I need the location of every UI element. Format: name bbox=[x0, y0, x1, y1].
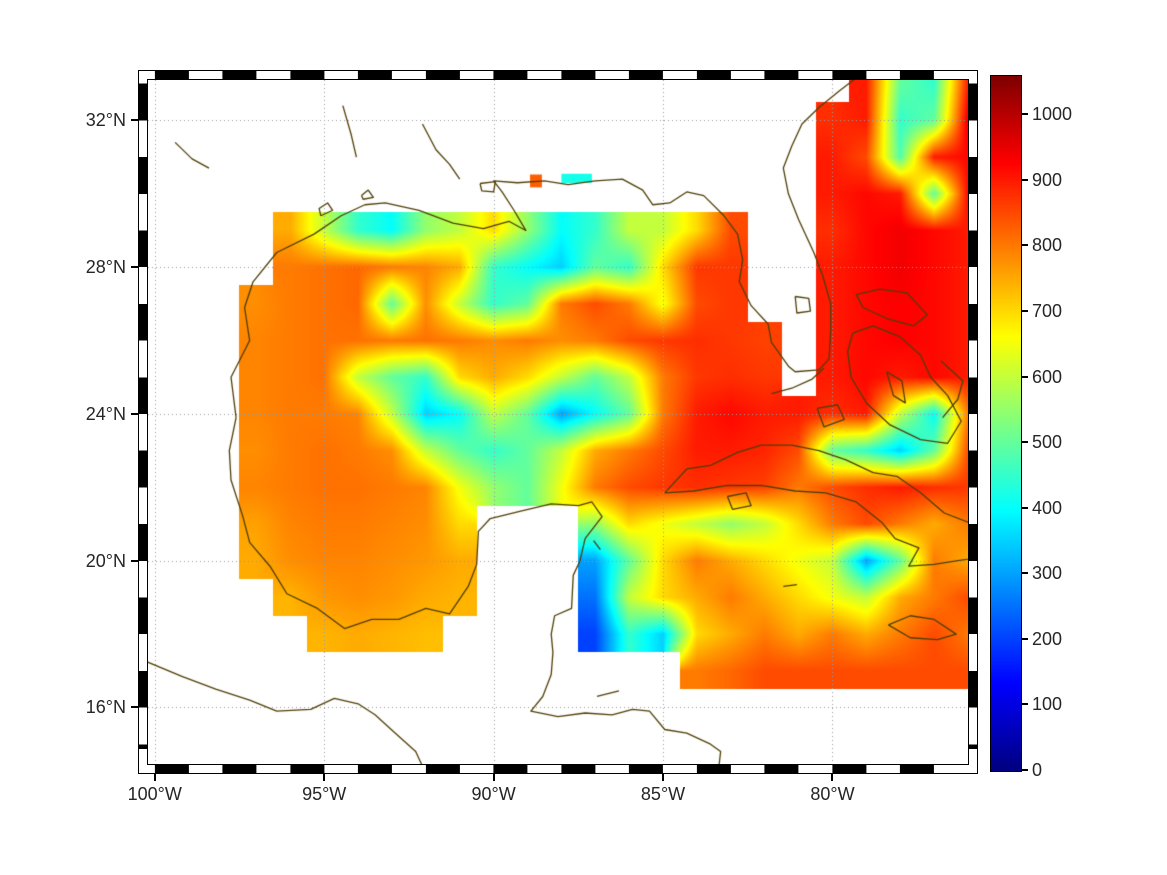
colorbar bbox=[990, 75, 1022, 772]
colorbar-tick-label: 200 bbox=[1032, 628, 1063, 649]
colorbar-tick-label: 500 bbox=[1032, 432, 1063, 453]
colorbar-tick-label: 800 bbox=[1032, 235, 1063, 256]
y-tick-label: 20°N bbox=[85, 550, 126, 571]
frame-band-top bbox=[139, 71, 977, 80]
colorbar-gradient bbox=[991, 76, 1021, 771]
colorbar-tick-label: 100 bbox=[1032, 694, 1063, 715]
y-tick-mark bbox=[131, 706, 138, 709]
frame-band-bottom bbox=[139, 764, 977, 773]
x-tick-label: 85°W bbox=[640, 784, 686, 804]
colorbar-tick-label: 0 bbox=[1032, 760, 1043, 780]
y-tick-mark bbox=[131, 119, 138, 122]
x-tick-label: 90°W bbox=[471, 784, 516, 804]
colorbar-tick-mark bbox=[1022, 178, 1028, 181]
colorbar-tick-label: 400 bbox=[1032, 497, 1063, 518]
colorbar-tick-mark bbox=[1022, 375, 1028, 378]
x-tick-mark bbox=[153, 774, 156, 781]
x-tick-mark bbox=[662, 774, 665, 781]
heatmap-canvas bbox=[148, 80, 968, 764]
y-tick-label: 16°N bbox=[85, 697, 126, 718]
colorbar-tick-mark bbox=[1022, 637, 1028, 640]
colorbar-tick-mark bbox=[1022, 113, 1028, 116]
colorbar-tick-mark bbox=[1022, 506, 1028, 509]
colorbar-tick-mark bbox=[1022, 572, 1028, 575]
x-tick-mark bbox=[492, 774, 495, 781]
colorbar-tick-label: 300 bbox=[1032, 563, 1063, 584]
x-tick-label: 100°W bbox=[127, 784, 182, 804]
y-tick-mark bbox=[131, 266, 138, 269]
colorbar-tick-mark bbox=[1022, 244, 1028, 247]
colorbar-tick-mark bbox=[1022, 703, 1028, 706]
frame-band-left bbox=[139, 71, 148, 773]
colorbar-tick-mark bbox=[1022, 769, 1028, 771]
colorbar-tick-mark bbox=[1022, 441, 1028, 444]
x-tick-mark bbox=[831, 774, 834, 781]
colorbar-tick-label: 600 bbox=[1032, 366, 1063, 387]
colorbar-tick-mark bbox=[1022, 310, 1028, 313]
colorbar-tick-label: 1000 bbox=[1032, 104, 1073, 125]
y-tick-mark bbox=[131, 412, 138, 415]
y-tick-label: 24°N bbox=[85, 403, 126, 424]
colorbar-tick-label: 900 bbox=[1032, 169, 1063, 190]
x-tick-mark bbox=[323, 774, 326, 781]
y-tick-mark bbox=[131, 559, 138, 562]
y-tick-label: 32°N bbox=[85, 110, 126, 131]
x-tick-label: 80°W bbox=[810, 784, 855, 804]
frame-band-right bbox=[968, 71, 977, 773]
x-tick-label: 95°W bbox=[302, 784, 347, 804]
colorbar-tick-label: 700 bbox=[1032, 301, 1063, 322]
y-tick-label: 28°N bbox=[85, 257, 126, 278]
